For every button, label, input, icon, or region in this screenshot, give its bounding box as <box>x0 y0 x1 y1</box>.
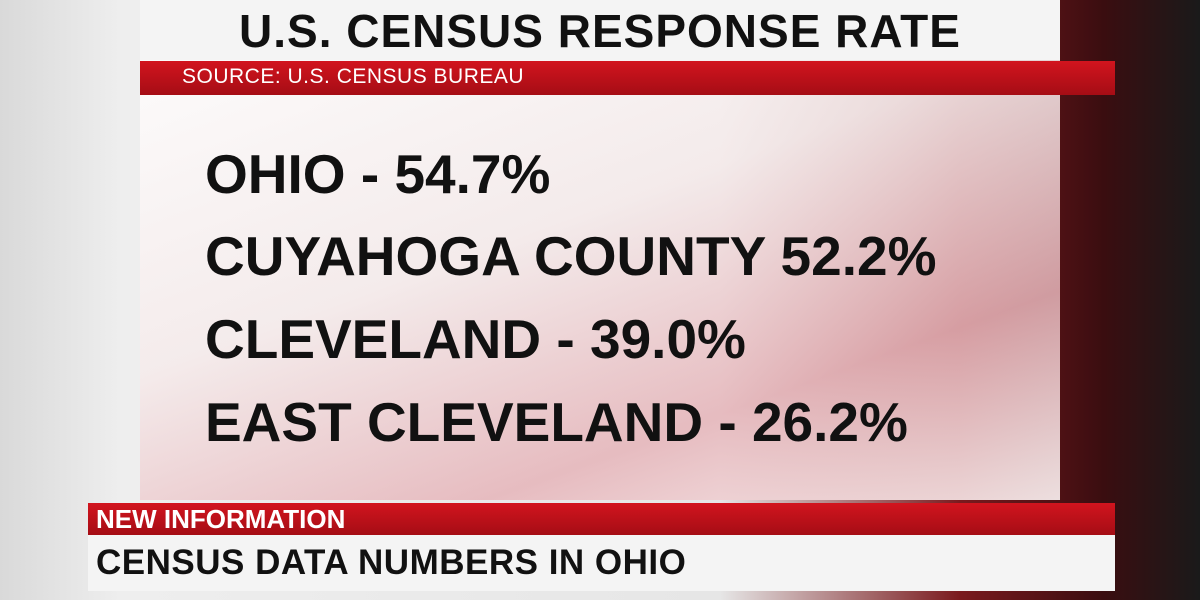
headline-bar <box>88 535 1115 591</box>
headline: CENSUS DATA NUMBERS IN OHIO <box>96 543 687 582</box>
source: SOURCE: U.S. CENSUS BUREAU <box>182 65 525 88</box>
title-bar <box>140 0 1060 60</box>
stat-line: OHIO - 54.7% <box>205 143 551 205</box>
stat-line: CUYAHOGA COUNTY 52.2% <box>205 225 937 287</box>
title: U.S. CENSUS RESPONSE RATE <box>239 5 961 57</box>
tag: NEW INFORMATION <box>96 504 346 534</box>
stat-line: EAST CLEVELAND - 26.2% <box>205 391 908 453</box>
tag-bar <box>88 503 1115 535</box>
stat-line: CLEVELAND - 39.0% <box>205 308 746 370</box>
source-bar <box>140 61 1115 95</box>
